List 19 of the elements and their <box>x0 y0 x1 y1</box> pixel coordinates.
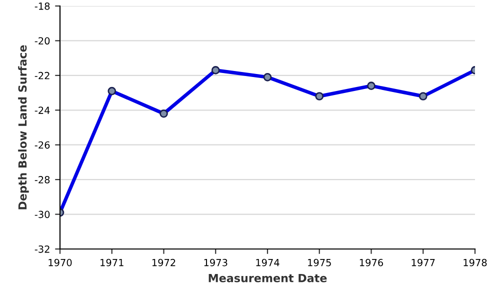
y-tick-label: -24 <box>34 106 50 114</box>
x-tick-label: 1978 <box>464 258 487 266</box>
x-tick-label: 1970 <box>48 258 72 266</box>
x-tick-label: 1972 <box>152 258 176 266</box>
x-tick-label: 1973 <box>204 258 228 266</box>
x-axis-title: Measurement Date <box>208 274 327 282</box>
x-tick-label: 1975 <box>308 258 331 266</box>
y-tick-label: -22 <box>34 72 50 80</box>
x-tick-label: 1971 <box>100 258 124 266</box>
y-tick-label: -20 <box>34 37 50 45</box>
x-tick-label: 1976 <box>360 258 384 266</box>
y-tick-label: -28 <box>34 176 50 184</box>
x-tick-label: 1974 <box>256 258 280 266</box>
y-tick-label: -26 <box>34 141 50 149</box>
y-axis-title: Depth Below Land Surface <box>18 45 29 210</box>
y-tick-label: -18 <box>34 2 50 10</box>
y-tick-label: -32 <box>34 245 50 253</box>
y-tick-label: -30 <box>34 210 50 218</box>
x-tick-label: 1977 <box>412 258 435 266</box>
